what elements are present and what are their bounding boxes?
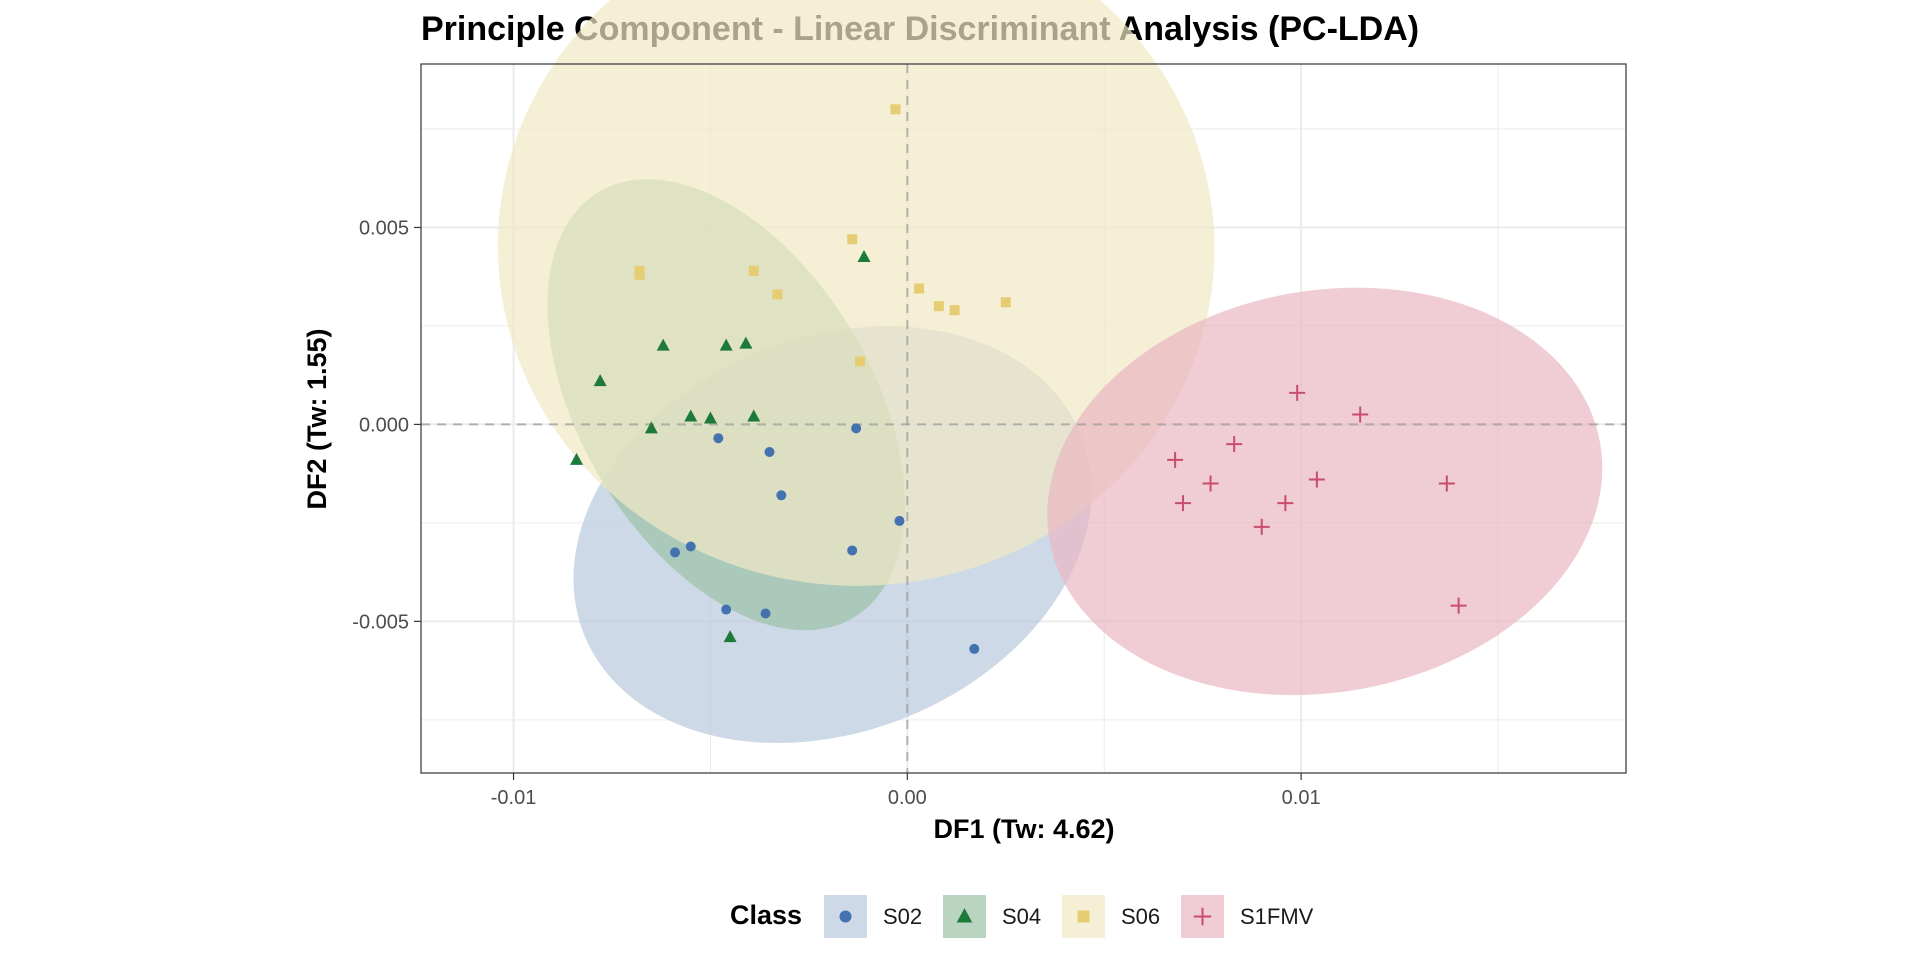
- data-point-s06: [914, 283, 925, 294]
- x-tick-label: -0.01: [491, 787, 537, 809]
- data-point-s1fmv: [1253, 518, 1270, 535]
- legend-label-s06: S06: [1121, 904, 1160, 929]
- legend-marker-s02: [839, 910, 852, 923]
- data-point-s06: [855, 356, 866, 367]
- data-point-s1fmv: [1277, 495, 1294, 512]
- data-point-s04: [719, 338, 733, 351]
- data-point-s02: [713, 433, 724, 444]
- legend-marker-s04: [956, 908, 973, 923]
- data-point-s1fmv: [1202, 475, 1219, 492]
- data-point-s04: [656, 338, 670, 351]
- data-point-s02: [776, 490, 787, 501]
- plot-panel: [420, 63, 1627, 774]
- data-point-s04: [739, 336, 753, 349]
- data-point-s06: [772, 289, 783, 300]
- data-point-s02: [669, 547, 680, 558]
- data-point-s02: [851, 423, 862, 434]
- data-point-s04: [684, 409, 698, 422]
- data-point-s1fmv: [1289, 384, 1306, 401]
- data-point-s06: [748, 265, 759, 276]
- data-point-s04: [857, 250, 871, 263]
- legend-label-s04: S04: [1002, 904, 1041, 929]
- data-point-s04: [747, 409, 761, 422]
- x-axis-label: DF1 (Tw: 4.62): [933, 814, 1114, 844]
- legend-label-s02: S02: [883, 904, 922, 929]
- legend-marker-s06: [1077, 910, 1090, 923]
- x-tick-label: 0.01: [1282, 787, 1321, 809]
- data-point-s04: [570, 452, 584, 465]
- data-point-s04: [644, 421, 658, 434]
- data-point-s1fmv: [1450, 597, 1467, 614]
- data-point-s02: [721, 604, 732, 615]
- confidence-ellipse-s1fmv: [1047, 287, 1603, 696]
- data-points: [570, 104, 1467, 654]
- data-point-s1fmv: [1226, 436, 1243, 453]
- data-point-s02: [685, 541, 696, 552]
- reference-lines: [421, 64, 1626, 773]
- data-point-s04: [703, 411, 717, 424]
- data-point-s1fmv: [1174, 495, 1191, 512]
- data-point-s06: [847, 234, 858, 245]
- legend: Class S02 S04 S06 S1FMV: [730, 895, 1314, 938]
- legend-label-s1fmv: S1FMV: [1240, 904, 1314, 929]
- y-tick-label: 0.005: [359, 217, 409, 239]
- y-tick-label: 0.000: [359, 414, 409, 436]
- data-point-s06: [1000, 297, 1011, 308]
- data-point-s1fmv: [1352, 406, 1369, 423]
- data-point-s06: [890, 104, 901, 115]
- data-point-s06: [949, 305, 960, 316]
- data-point-s02: [894, 515, 905, 526]
- data-point-s1fmv: [1438, 475, 1455, 492]
- data-point-s04: [723, 630, 737, 643]
- data-point-s02: [760, 608, 771, 619]
- x-tick-label: 0.00: [888, 787, 927, 809]
- data-point-s1fmv: [1308, 471, 1325, 488]
- axis-ticks: -0.01 0.00 0.01 0.005 0.000 -0.005: [352, 217, 1320, 809]
- data-point-s06: [933, 301, 944, 312]
- legend-marker-s1fmv: [1193, 907, 1212, 926]
- data-point-s02: [847, 545, 858, 556]
- data-point-s04: [593, 374, 607, 387]
- y-axis-label: DF2 (Tw: 1.55): [302, 328, 332, 509]
- data-point-s02: [969, 643, 980, 654]
- data-point-s1fmv: [1167, 451, 1184, 468]
- y-tick-label: -0.005: [352, 611, 409, 633]
- ellipses: [497, 0, 1603, 744]
- data-point-s02: [764, 446, 775, 457]
- confidence-ellipse-s06: [497, 0, 1215, 586]
- legend-title: Class: [730, 900, 802, 930]
- data-point-s06: [634, 265, 645, 276]
